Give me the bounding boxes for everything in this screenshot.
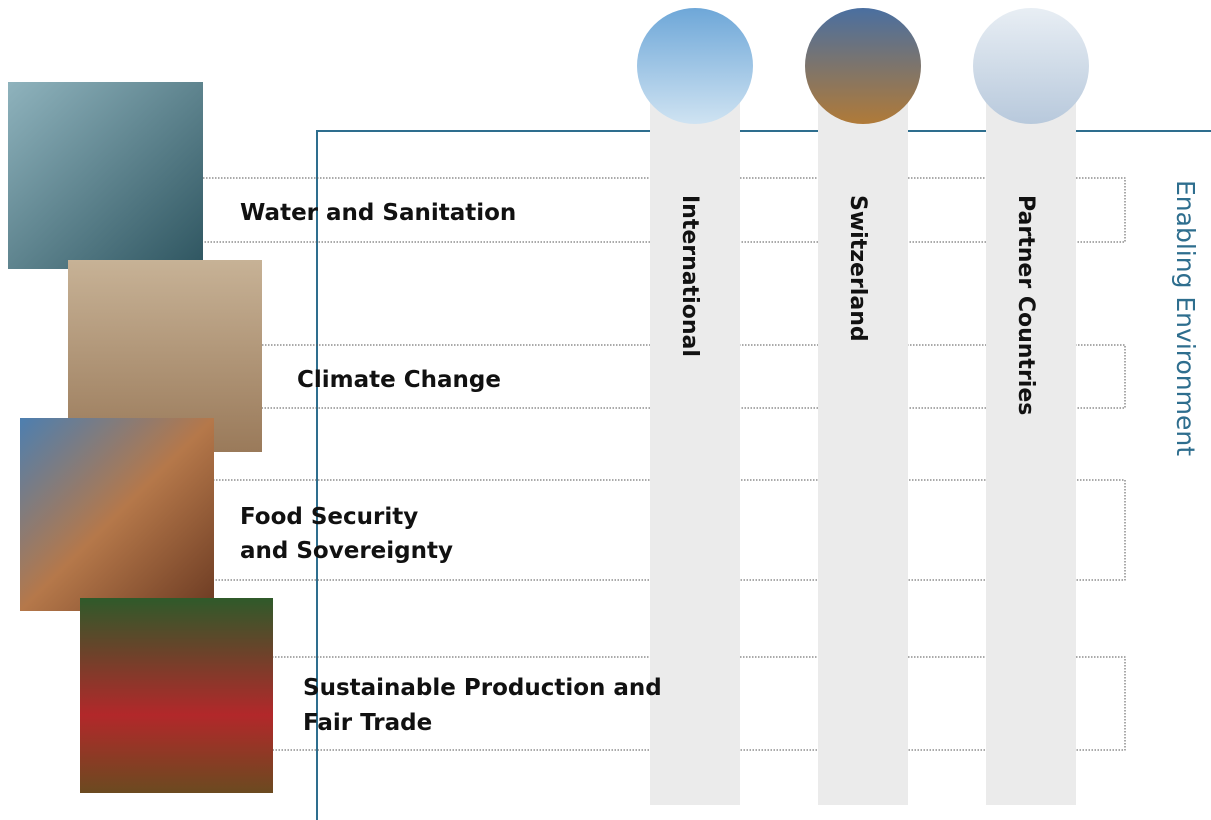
column [650, 90, 740, 805]
theme-label: Climate Change [297, 367, 501, 393]
level-photo [805, 8, 921, 124]
columns [650, 90, 1076, 805]
theme-label: Water and Sanitation [240, 200, 516, 226]
column [986, 90, 1076, 805]
theme-label: Sustainable Production and Fair Trade [303, 675, 662, 736]
level-label: Switzerland [845, 195, 870, 342]
theme-photo [20, 418, 214, 611]
column [818, 90, 908, 805]
level-label: Partner Countries [1013, 195, 1038, 415]
level-photo [973, 8, 1089, 124]
level-photo [637, 8, 753, 124]
level-label: International [677, 195, 702, 357]
side-label: Enabling Environment [1171, 180, 1200, 456]
theme-photo [80, 598, 273, 793]
theme-label: Food Security and Sovereignty [240, 504, 453, 564]
theme-photo [8, 82, 203, 269]
frame [316, 130, 1211, 820]
